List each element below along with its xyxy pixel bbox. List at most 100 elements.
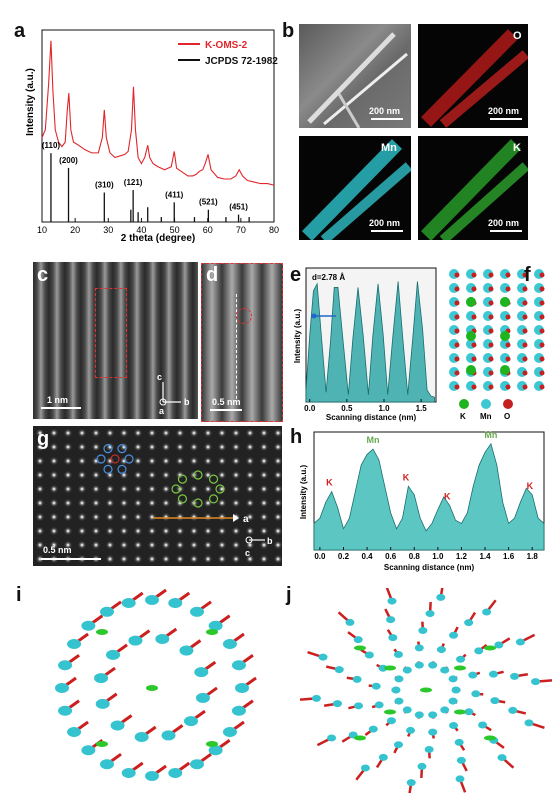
mn-atom — [417, 762, 427, 770]
eds-mn-rods — [301, 139, 411, 240]
mn-atom — [510, 672, 520, 680]
k-atom — [484, 735, 496, 741]
mn-atom — [168, 768, 183, 779]
mn-atom — [94, 673, 109, 684]
mn-atom — [455, 775, 465, 783]
profile-h-peak-label: Mn — [484, 430, 497, 440]
axis-a-label: a — [159, 406, 165, 415]
k-atom — [206, 741, 218, 747]
eds-o-rods — [421, 29, 528, 128]
panel-label-b: b — [282, 20, 295, 42]
k-site-circle — [177, 494, 188, 504]
o-atom — [454, 370, 460, 376]
mn-atom — [179, 645, 194, 656]
mn-atom — [448, 697, 458, 705]
o-atom — [471, 272, 477, 278]
mn-atom — [456, 756, 466, 764]
mn-atom — [100, 759, 114, 770]
mn-atom — [488, 670, 498, 678]
framework-model-i — [55, 588, 257, 781]
k-site-marker — [236, 308, 252, 324]
mn-atom — [414, 711, 424, 719]
xrd-xtick-label: 60 — [203, 225, 213, 235]
xrd-peak-label: (121) — [124, 178, 143, 187]
xrd-ticks-group: 10 20 30 40 50 60 70 80 — [37, 218, 279, 235]
mn-atom — [374, 701, 384, 709]
mn-atom — [388, 634, 398, 642]
framework-j-atoms — [300, 588, 552, 793]
profile-h-ylabel: Intensity (a.u.) — [299, 465, 308, 520]
profile-area-path — [313, 442, 545, 551]
mn-atom — [100, 606, 114, 617]
o-atom — [539, 272, 545, 278]
mn-atom — [424, 745, 434, 753]
o-atom — [454, 356, 460, 362]
mn-atom — [95, 698, 110, 709]
o-atom — [488, 272, 494, 278]
o-atom — [522, 370, 528, 376]
profile-xtick-label: 1.8 — [527, 552, 539, 561]
k-site-circle — [208, 474, 219, 484]
eds-mn-label: Mn — [381, 142, 397, 154]
mn-atom — [58, 705, 73, 716]
mn-atom — [67, 639, 82, 649]
xrd-legend-label-2: JCPDS 72-1982 — [205, 56, 278, 67]
profile-xtick-label: 0.5 — [341, 404, 353, 413]
k-site-circle — [177, 474, 188, 484]
o-atom — [539, 384, 545, 390]
k-atom — [454, 665, 466, 671]
xrd-peak-label: (310) — [95, 181, 114, 190]
eds-k-label: K — [513, 142, 521, 154]
profile-area-path — [305, 281, 435, 403]
eds-k-rods — [420, 139, 528, 240]
mn-atom — [334, 666, 344, 674]
mn-atom — [494, 641, 504, 649]
axis-c-dot — [245, 536, 253, 544]
mn-atom — [194, 667, 209, 678]
mn-atom — [449, 631, 459, 639]
mn-site-circle — [117, 444, 127, 454]
mn-atom — [81, 620, 96, 631]
mn-atom — [464, 619, 474, 627]
xrd-series-group: (110) (200) (310) (121) (411) (521) (451) — [41, 40, 275, 222]
o-atom — [454, 314, 460, 320]
profile-h-peak-label: K — [444, 491, 451, 501]
mn-site-ring — [96, 444, 134, 474]
k-atom — [466, 365, 476, 375]
profile-xtick-label: 0.6 — [385, 552, 397, 561]
o-atom — [539, 300, 545, 306]
mn-atom — [524, 719, 534, 727]
o-atom — [539, 328, 545, 334]
o-atom — [488, 370, 494, 376]
crystal-f-atoms — [449, 269, 545, 391]
mn-atom — [145, 595, 159, 605]
mn-atom — [134, 732, 149, 743]
d-spacing-marker-dot — [311, 313, 317, 319]
mn-atom — [190, 606, 204, 617]
k-site-circle — [208, 494, 219, 504]
mn-atom — [428, 661, 438, 669]
k-atom — [384, 709, 396, 715]
mn-atom — [231, 705, 246, 716]
mn-atom — [393, 741, 403, 749]
o-atom — [539, 314, 545, 320]
mn-atom — [327, 734, 337, 742]
k-atom — [500, 331, 510, 341]
profile-h-peak-label: K — [326, 478, 333, 488]
framework-model-j — [300, 588, 552, 793]
mn-atom — [515, 638, 525, 646]
xrd-peak-label: (521) — [199, 198, 218, 207]
panel-label-f: f — [524, 264, 531, 286]
profile-h-peak-label: K — [527, 481, 534, 491]
xrd-xtick-label: 40 — [136, 225, 146, 235]
o-atom — [505, 272, 511, 278]
mn-atom — [497, 754, 507, 762]
o-atom — [522, 328, 528, 334]
eds-k-scale-label: 200 nm — [488, 218, 520, 228]
mn-atom — [353, 636, 363, 644]
k-atom — [420, 687, 432, 693]
xrd-xtick-label: 50 — [170, 225, 180, 235]
mn-atom — [406, 779, 416, 787]
k-atom — [206, 629, 218, 635]
sem-scalebar — [371, 118, 403, 120]
